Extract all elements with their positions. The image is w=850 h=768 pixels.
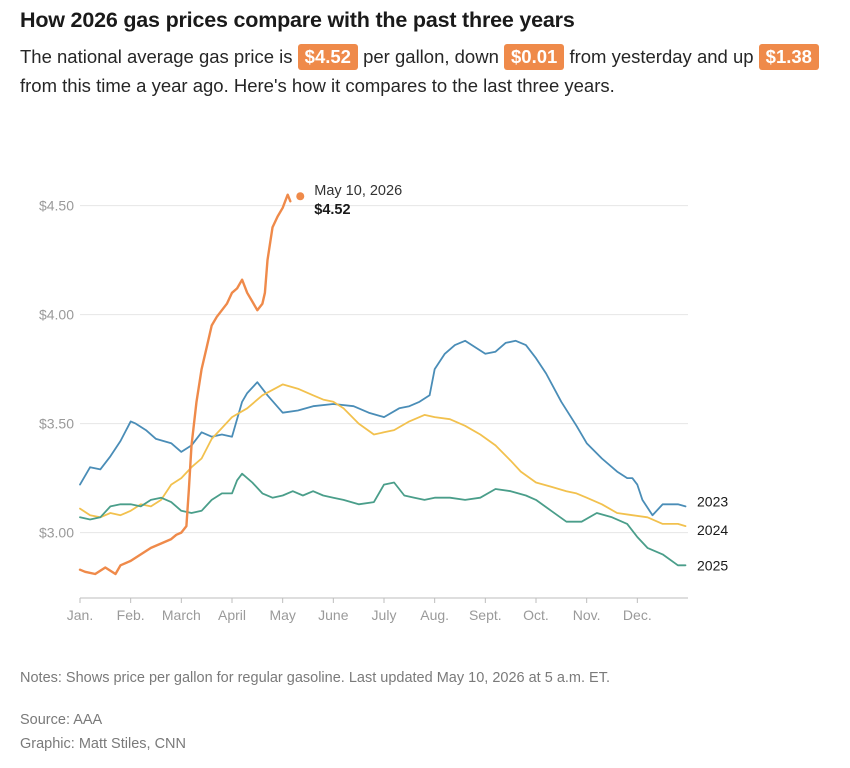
chart-title: How 2026 gas prices compare with the pas…	[20, 8, 575, 32]
series-line-2023	[79, 339, 687, 517]
series-label-2024: 2024	[697, 522, 728, 538]
subtitle-text-2: per gallon, down	[357, 46, 505, 67]
chart-source: Source: AAA	[20, 712, 103, 728]
price-badge: $4.52	[297, 44, 358, 70]
series-line-2026	[78, 193, 292, 576]
latest-price-dot	[296, 192, 305, 201]
series-label-2025: 2025	[697, 557, 728, 573]
series-line-2025	[79, 472, 687, 567]
subtitle-text-4: from this time a year ago. Here's how it…	[20, 75, 615, 96]
y-axis-tick-labels: $3.00 $3.50 $4.00 $4.50	[39, 198, 74, 541]
chart-credit: Graphic: Matt Stiles, CNN	[20, 736, 186, 752]
x-tick-label: June	[318, 607, 349, 623]
x-axis: Jan. Feb. March April May June July Aug. Sept. Oc…	[67, 597, 688, 623]
x-tick-label: Oct.	[523, 607, 549, 623]
subtitle-text-3: from yesterday and up	[564, 46, 759, 67]
x-tick-label: March	[162, 607, 201, 623]
x-tick-label: April	[218, 607, 246, 623]
y-tick-label: $4.50	[39, 198, 74, 214]
series-labels: 2023 2024 2025	[697, 493, 728, 573]
day-change-badge: $0.01	[504, 44, 565, 70]
series-label-2023: 2023	[697, 493, 728, 509]
x-tick-label: Nov.	[573, 607, 601, 623]
grid-lines	[80, 205, 688, 534]
chart-notes: Notes: Shows price per gallon for regula…	[20, 670, 611, 686]
y-tick-label: $3.50	[39, 416, 74, 432]
x-tick-label: Sept.	[469, 607, 502, 623]
series-line-2024	[79, 383, 687, 528]
year-change-badge: $1.38	[758, 44, 819, 70]
y-tick-label: $4.00	[39, 307, 74, 323]
annotation-date: May 10, 2026	[314, 183, 402, 199]
x-tick-label: Feb.	[117, 607, 145, 623]
gas-price-line-chart: $3.00 $3.50 $4.00 $4.50 Jan. Feb. March April M…	[39, 183, 728, 623]
x-tick-label: July	[372, 607, 397, 623]
x-tick-label: Jan.	[67, 607, 93, 623]
latest-price-annotation: May 10, 2026 $4.52	[296, 183, 402, 218]
chart-subtitle: The national average gas price is $4.52 …	[20, 42, 840, 100]
subtitle-text-1: The national average gas price is	[20, 46, 298, 67]
annotation-value: $4.52	[314, 202, 350, 218]
x-tick-label: Aug.	[420, 607, 449, 623]
x-tick-label: Dec.	[623, 607, 652, 623]
y-tick-label: $3.00	[39, 525, 74, 541]
series-lines	[78, 193, 687, 576]
x-tick-label: May	[269, 607, 295, 623]
